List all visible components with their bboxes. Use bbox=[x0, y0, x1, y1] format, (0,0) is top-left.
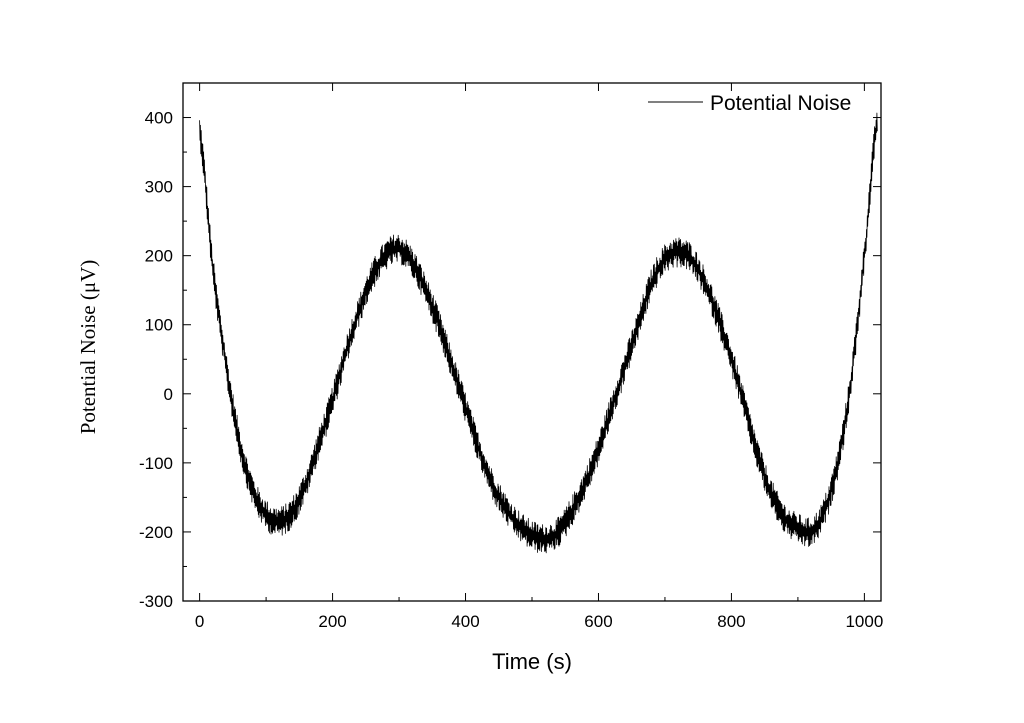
x-tick-label: 1000 bbox=[845, 612, 883, 631]
x-tick-label: 200 bbox=[318, 612, 346, 631]
x-tick-label: 600 bbox=[584, 612, 612, 631]
x-tick-label: 800 bbox=[717, 612, 745, 631]
y-tick-label: 300 bbox=[145, 178, 173, 197]
y-tick-label: 100 bbox=[145, 316, 173, 335]
y-tick-label: 200 bbox=[145, 247, 173, 266]
y-tick-label: -100 bbox=[139, 454, 173, 473]
y-tick-label: -300 bbox=[139, 592, 173, 611]
series-line-potential-noise bbox=[199, 112, 878, 554]
legend-label: Potential Noise bbox=[710, 92, 851, 115]
x-axis-label: Time (s) bbox=[492, 649, 572, 674]
y-axis: -300 -200 -100 0 100 200 300 400 bbox=[139, 109, 881, 611]
y-axis-label: Potential Noise (μV) bbox=[76, 260, 100, 435]
x-tick-label: 0 bbox=[195, 612, 204, 631]
x-axis: 0 200 400 600 800 1000 bbox=[195, 83, 883, 631]
y-tick-label: -200 bbox=[139, 523, 173, 542]
y-tick-label: 0 bbox=[164, 385, 173, 404]
x-tick-label: 400 bbox=[451, 612, 479, 631]
y-tick-label: 400 bbox=[145, 109, 173, 128]
